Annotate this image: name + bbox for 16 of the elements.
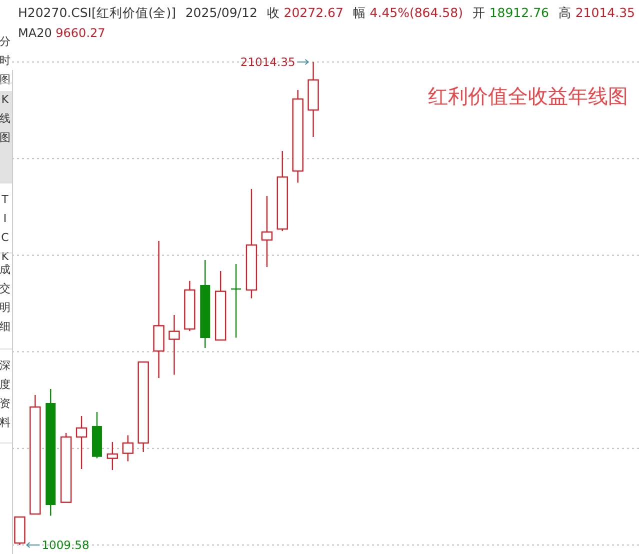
text: 红利价值全收益年线图: [428, 84, 628, 108]
candlestick: [106, 441, 118, 471]
candlestick: [76, 415, 88, 470]
text: 2025/09/12: [185, 5, 258, 20]
text: H20270.CSI[红利价值(全)]: [18, 5, 176, 20]
candlestick: [168, 314, 180, 376]
annotation: 1009.58: [42, 538, 90, 552]
text: 开 18912.76: [472, 5, 550, 20]
text: 高 21014.35: [558, 5, 635, 20]
candlestick: [122, 434, 134, 462]
candlestick: [230, 263, 242, 338]
candlestick: [261, 195, 273, 268]
text: 收 20272.67: [266, 5, 344, 20]
text: MA20 9660.27: [18, 26, 106, 40]
text: 幅 4.45%(864.58): [352, 5, 463, 20]
annotation: 21014.35: [240, 55, 296, 69]
